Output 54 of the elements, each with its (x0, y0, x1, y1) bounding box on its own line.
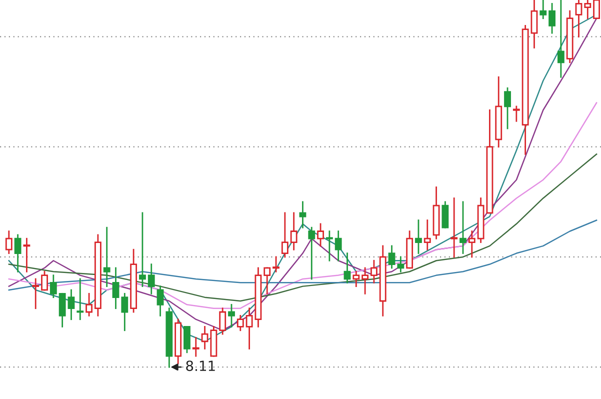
candlestick (14, 234, 22, 272)
candlestick (50, 274, 57, 298)
candlestick (148, 264, 155, 294)
candlestick (246, 308, 253, 350)
candlestick (415, 220, 422, 254)
candlestick (468, 230, 476, 258)
candlestick (219, 308, 226, 335)
candlestick (58, 292, 66, 328)
candlestick (139, 212, 146, 288)
candlestick (192, 337, 200, 357)
candlestick (201, 326, 208, 350)
annotation: 8.11 (186, 360, 215, 372)
candlestick (540, 0, 547, 20)
candlestick (575, 0, 582, 38)
candlestick (344, 252, 351, 284)
candlestick (41, 270, 48, 291)
candlestick (388, 245, 396, 269)
candlestick (334, 230, 342, 262)
candlestick (228, 304, 235, 328)
candlestick (548, 2, 556, 34)
candlestick (236, 314, 244, 332)
candlestick (5, 230, 12, 254)
candlestick (326, 230, 333, 262)
candlestick (112, 267, 120, 310)
candlestick (557, 0, 564, 78)
candlestick (370, 260, 378, 284)
candlestick (442, 201, 449, 228)
candlestick (584, 0, 592, 20)
candlestick (272, 256, 280, 272)
candlestick (290, 212, 298, 250)
candlestick (317, 223, 324, 247)
candlestick (593, 0, 600, 20)
candlestick (530, 0, 538, 48)
candlestick (460, 201, 466, 254)
candlestick (504, 87, 511, 130)
candlestick (352, 270, 360, 288)
candlestick (121, 292, 128, 332)
candlestick (76, 278, 84, 320)
candlestick (264, 267, 271, 294)
candlestick (103, 226, 110, 288)
candlestick (512, 106, 520, 122)
candlestick (86, 292, 92, 316)
candlestick (362, 267, 369, 294)
candlestick (281, 212, 288, 258)
candlestick (184, 326, 190, 354)
candlestick (397, 256, 404, 272)
candlestick (308, 226, 316, 280)
candlestick (299, 201, 306, 228)
candlestick (450, 198, 458, 258)
candlestick (424, 220, 431, 250)
candlestick (68, 289, 75, 320)
candlestick (23, 238, 30, 272)
candlestick (156, 286, 164, 316)
candlestick (32, 278, 40, 310)
